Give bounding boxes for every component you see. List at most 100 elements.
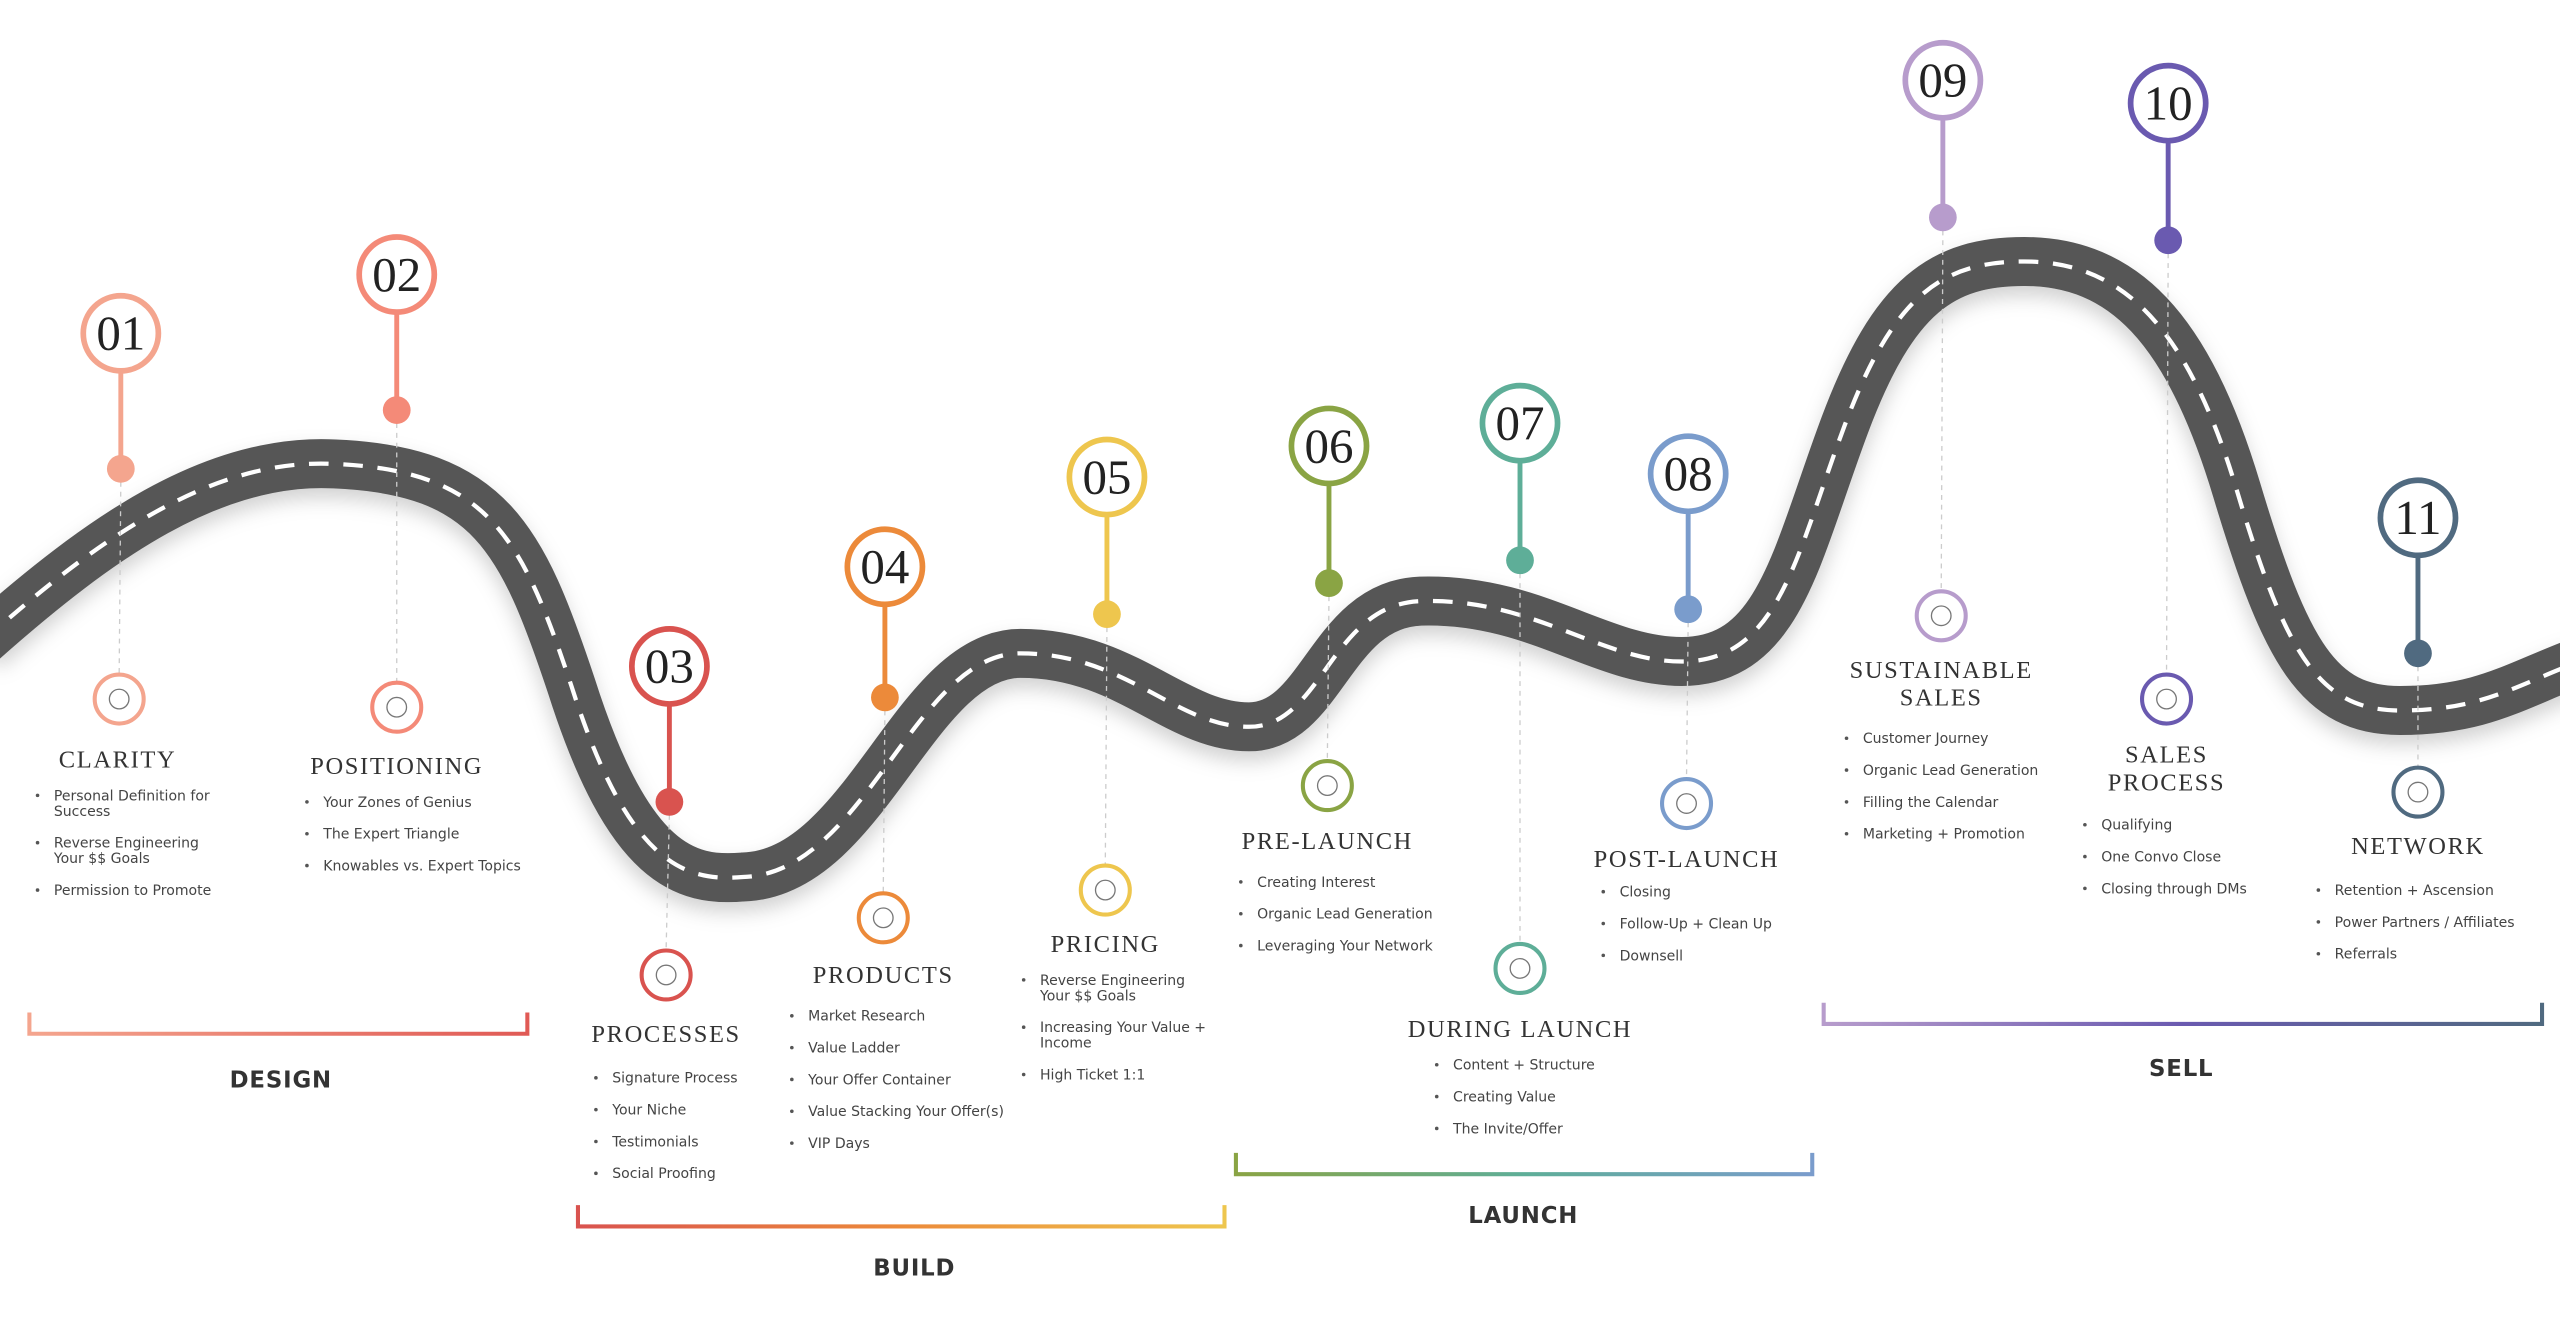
pin-head — [1902, 39, 1984, 121]
pin-head — [1066, 436, 1148, 518]
guide-line — [882, 710, 886, 892]
pin-dot — [1674, 595, 1703, 624]
pin-dot — [1928, 203, 1957, 232]
stage-item: Downsell — [1620, 948, 1684, 964]
bullet — [35, 840, 40, 845]
bullet — [594, 1076, 598, 1080]
bullet — [2316, 951, 2321, 956]
stage-number: 05 — [1082, 449, 1131, 504]
phase-label: DESIGN — [230, 1068, 332, 1094]
stage-title: PRE-LAUNCH — [1242, 828, 1413, 855]
bullet — [2083, 886, 2087, 891]
stage: 06 PRE-LAUNCH Creating Interest Organic Lea… — [1239, 405, 1434, 954]
guide-line — [1104, 627, 1108, 864]
bullet — [2083, 822, 2087, 827]
stage-title: PRICING — [1051, 931, 1160, 958]
stage: 11 NETWORK Retention + Ascension Power Part… — [2316, 477, 2515, 963]
icon-glyph — [1676, 793, 1697, 814]
stage-item: Your $$ Goals — [53, 851, 150, 867]
stage-item: Social Proofing — [612, 1166, 716, 1182]
bullet — [2316, 920, 2321, 924]
bullet — [790, 1045, 794, 1050]
stage-item: Knowables vs. Expert Topics — [323, 858, 521, 874]
stage-item: Qualifying — [2101, 818, 2172, 834]
bullet — [594, 1107, 598, 1112]
icon-ring — [2391, 765, 2445, 819]
stage-item: Closing — [1620, 885, 1671, 901]
stage-item: High Ticket 1:1 — [1040, 1067, 1145, 1083]
pin-head — [1479, 382, 1561, 464]
stage-item: Market Research — [808, 1009, 925, 1025]
stage-item: Marketing + Promotion — [1863, 827, 2025, 843]
stage-item: Retention + Ascension — [2335, 883, 2494, 899]
stage-title: CLARITY — [59, 747, 176, 774]
stage-item: Testimonials — [611, 1134, 698, 1150]
pin-dot — [382, 396, 411, 424]
pin-dot — [2154, 226, 2183, 255]
stage-item: Income — [1040, 1036, 1092, 1052]
icon-ring — [1660, 777, 1714, 831]
stage-item: Filling the Calendar — [1863, 795, 1999, 811]
icon-ring — [2140, 672, 2194, 726]
stage-item: Closing through DMs — [2101, 881, 2247, 897]
bullet — [305, 831, 309, 836]
icon-glyph — [1930, 605, 1952, 627]
bullet — [1239, 943, 1243, 948]
bullet — [1601, 889, 1606, 894]
pin-dot — [1315, 569, 1343, 598]
stage-item: Creating Interest — [1257, 875, 1376, 891]
stage-item: Leveraging Your Network — [1257, 938, 1433, 954]
stage: 07 DURING LAUNCH Content + Structure Creati… — [1408, 382, 1631, 1137]
bullet — [1844, 736, 1849, 741]
pin-head — [844, 526, 926, 608]
pin-head — [1288, 405, 1370, 487]
stage-item: Your Zones of Genius — [322, 795, 471, 811]
stage: 02 POSITIONING Your Zones of Genius The Exp… — [305, 234, 521, 874]
bullet — [1844, 831, 1849, 836]
stage: 04 PRODUCTS Market Research Value Ladder You… — [790, 526, 1004, 1152]
guide-line — [2165, 253, 2169, 673]
stage-title: PROCESS — [2108, 769, 2226, 796]
bullet — [1434, 1126, 1439, 1131]
icon-glyph — [872, 907, 894, 929]
bullet — [594, 1139, 598, 1144]
stage-item: Power Partners / Affiliates — [2335, 915, 2515, 931]
icon-ring — [1914, 589, 1968, 643]
bullet — [594, 1171, 598, 1176]
stage: 08 POST-LAUNCH Closing Follow-Up + Clean Up… — [1594, 433, 1780, 964]
bullet — [305, 863, 309, 868]
phase-bracket — [1233, 1152, 1815, 1177]
pin-dot — [655, 788, 684, 816]
stage-item: Permission to Promote — [54, 883, 211, 899]
stage-item: Reverse Engineering — [54, 836, 199, 852]
stage-number: 03 — [645, 639, 694, 694]
stage-item: Your Niche — [611, 1103, 686, 1119]
pin-dot — [2404, 639, 2432, 668]
stage-item: Value Stacking Your Offer(s) — [808, 1104, 1004, 1120]
stage-title: POST-LAUNCH — [1594, 846, 1780, 873]
guide-line — [665, 814, 671, 949]
bullet — [1844, 768, 1849, 772]
stage-number: 09 — [1918, 53, 1967, 108]
phase-label: LAUNCH — [1468, 1203, 1578, 1229]
pin-dot — [871, 683, 899, 712]
pin-head — [2377, 477, 2459, 559]
guide-line — [1326, 596, 1330, 760]
bullet — [1021, 1072, 1026, 1077]
icon-glyph — [1509, 957, 1531, 979]
stage-title: POSITIONING — [310, 753, 483, 780]
pin-head — [2127, 62, 2209, 144]
stage-item: Organic Lead Generation — [1863, 763, 2038, 779]
bullet — [1239, 911, 1243, 916]
phase-bracket — [1821, 1002, 2545, 1026]
stage-number: 06 — [1304, 418, 1353, 473]
icon-glyph — [2407, 781, 2429, 803]
icon-ring — [1493, 941, 1547, 995]
bullet — [790, 1109, 794, 1114]
stage-item: The Invite/Offer — [1452, 1121, 1563, 1137]
stage-title: PRODUCTS — [813, 962, 954, 989]
stage-number: 02 — [372, 247, 421, 302]
